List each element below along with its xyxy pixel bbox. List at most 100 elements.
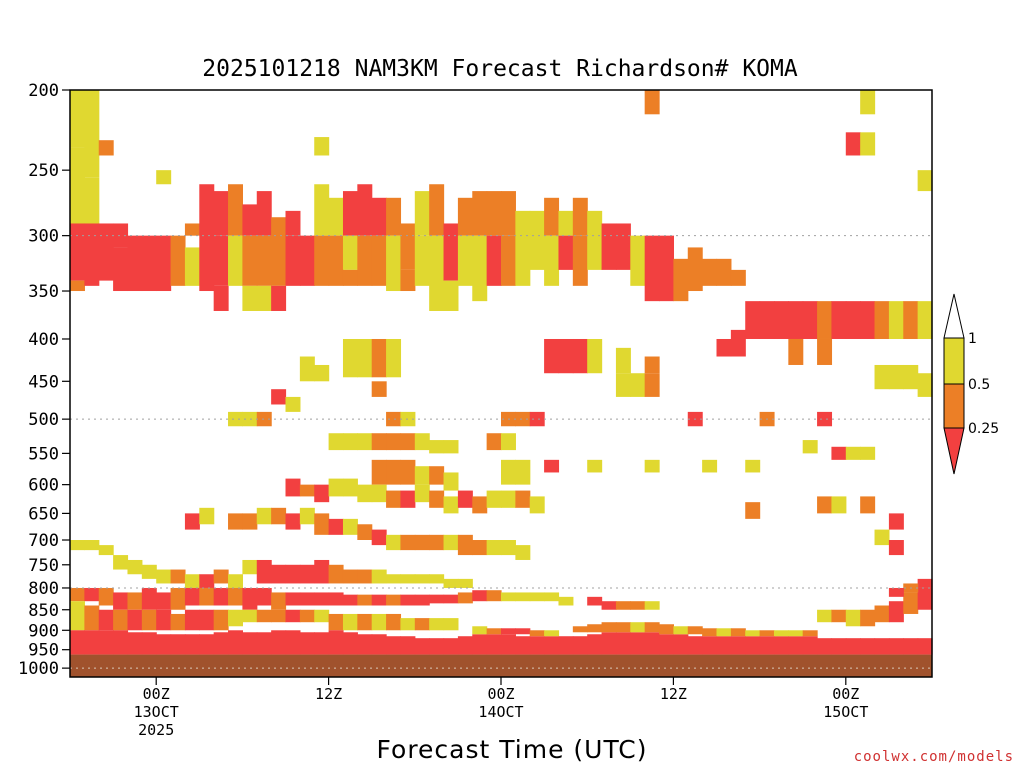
heatmap-cell xyxy=(314,184,330,236)
heatmap-cell xyxy=(98,587,114,606)
heatmap-cell xyxy=(199,184,215,292)
heatmap-cell xyxy=(457,235,473,286)
heatmap-cell xyxy=(917,170,933,192)
heatmap-cell xyxy=(515,592,531,602)
heatmap-cell xyxy=(170,613,186,631)
legend-swatch xyxy=(943,337,965,385)
heatmap-cell xyxy=(515,411,531,427)
heatmap-cell xyxy=(400,594,416,606)
heatmap-cell xyxy=(831,496,847,514)
legend-label: 1 xyxy=(968,331,977,347)
heatmap-cell xyxy=(659,624,674,635)
heatmap-cell xyxy=(860,301,876,339)
heatmap-cell xyxy=(429,638,445,655)
heatmap-cell xyxy=(429,594,445,604)
heatmap-cell xyxy=(156,235,172,292)
heatmap-cell xyxy=(170,587,186,610)
heatmap-cell xyxy=(788,636,804,655)
ground-layer xyxy=(70,654,932,677)
heatmap-cell xyxy=(184,634,200,655)
heatmap-cell xyxy=(299,484,315,497)
heatmap-cell xyxy=(730,628,746,637)
heatmap-cell xyxy=(845,638,861,655)
heatmap-cell xyxy=(443,618,459,631)
heatmap-cell xyxy=(386,433,402,451)
heatmap-cell xyxy=(342,433,358,451)
heatmap-cell xyxy=(256,559,272,584)
heatmap-cell xyxy=(342,632,358,655)
heatmap-cell xyxy=(817,609,833,623)
heatmap-cell xyxy=(817,338,833,365)
heatmap-cell xyxy=(903,592,919,614)
heatmap-cell xyxy=(371,634,387,655)
heatmap-cell xyxy=(70,223,85,281)
heatmap-cell xyxy=(127,609,143,631)
heatmap-cell xyxy=(443,534,459,551)
heatmap-cell xyxy=(429,184,445,236)
heatmap-cell xyxy=(845,446,861,460)
heatmap-cell xyxy=(529,496,545,514)
heatmap-cell xyxy=(371,569,387,584)
heatmap-cell xyxy=(256,507,272,525)
heatmap-cell xyxy=(888,364,904,390)
heatmap-cell xyxy=(501,191,516,236)
heatmap-cell xyxy=(773,636,789,655)
heatmap-cell xyxy=(702,636,718,655)
heatmap-cells xyxy=(70,90,933,655)
heatmap-cell xyxy=(386,490,402,508)
heatmap-cell xyxy=(328,564,344,584)
heatmap-cell xyxy=(917,578,933,588)
heatmap-cell xyxy=(156,609,172,631)
heatmap-cell xyxy=(357,484,373,503)
heatmap-cell xyxy=(587,210,603,270)
heatmap-cell xyxy=(314,559,330,584)
heatmap-cell xyxy=(127,592,143,610)
heatmap-cell xyxy=(486,235,502,286)
heatmap-cell xyxy=(874,301,890,339)
heatmap-cell xyxy=(113,223,129,248)
heatmap-cell xyxy=(903,638,919,655)
heatmap-cell xyxy=(486,634,502,655)
y-tick-label: 1000 xyxy=(18,659,59,679)
heatmap-cell xyxy=(98,630,114,655)
heatmap-cell xyxy=(213,587,229,606)
heatmap-cell xyxy=(659,235,674,302)
heatmap-cell xyxy=(831,301,847,339)
heatmap-cell xyxy=(443,638,459,655)
y-tick-label: 650 xyxy=(28,504,59,524)
heatmap-cell xyxy=(572,636,588,655)
x-tick-label: 00Z xyxy=(143,685,170,703)
x-tick-label: 00Z xyxy=(832,685,859,703)
heatmap-cell xyxy=(860,638,876,655)
heatmap-cell xyxy=(213,285,229,311)
heatmap-cell xyxy=(299,235,315,286)
heatmap-cell xyxy=(299,507,315,525)
heatmap-cell xyxy=(70,280,85,292)
heatmap-cell xyxy=(716,258,732,286)
heatmap-cell xyxy=(773,301,789,339)
heatmap-cell xyxy=(414,534,430,551)
heatmap-cell xyxy=(342,613,358,631)
heatmap-cell xyxy=(342,478,358,497)
heatmap-cell xyxy=(615,622,631,633)
heatmap-cell xyxy=(342,338,358,378)
y-tick-label: 700 xyxy=(28,531,59,551)
y-tick-label: 900 xyxy=(28,621,59,641)
heatmap-cell xyxy=(802,301,818,339)
heatmap-cell xyxy=(127,559,143,575)
heatmap-cell xyxy=(242,587,258,610)
heatmap-cell xyxy=(702,258,718,286)
heatmap-cell xyxy=(472,496,488,514)
heatmap-cell xyxy=(70,540,85,551)
heatmap-cell xyxy=(127,632,143,655)
heatmap-cell xyxy=(501,592,516,602)
heatmap-cell xyxy=(472,590,488,602)
heatmap-cell xyxy=(84,223,100,286)
heatmap-cell xyxy=(874,605,890,623)
heatmap-cell xyxy=(386,411,402,427)
y-tick-label: 250 xyxy=(28,161,59,181)
heatmap-cell xyxy=(630,373,646,397)
heatmap-cell xyxy=(429,534,445,551)
heatmap-cell xyxy=(486,540,502,556)
heatmap-cell xyxy=(299,592,315,606)
